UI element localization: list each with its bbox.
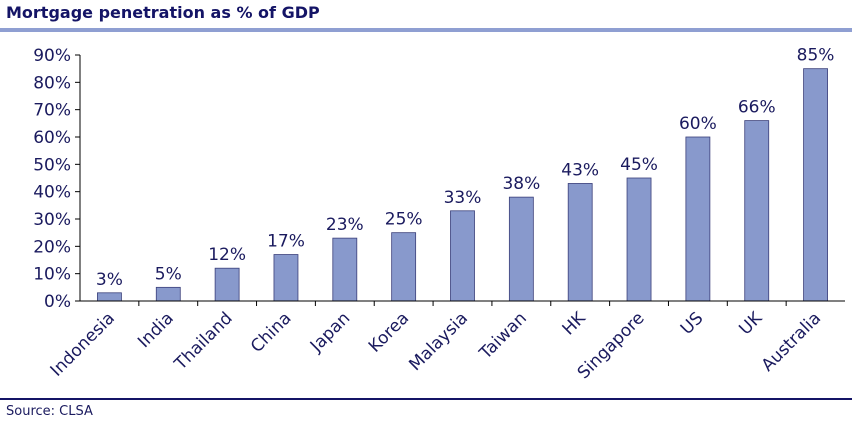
bar-japan — [332, 237, 358, 302]
bar-uk — [744, 120, 770, 302]
x-tick-label: US — [677, 308, 708, 339]
x-tick-label: Taiwan — [475, 308, 531, 364]
x-tick-label: Thailand — [170, 308, 236, 374]
y-axis: 0% 10% 20% 30% 40% 50% 60% 70% 80% 90% — [33, 46, 81, 312]
y-tick-label: 10% — [33, 265, 71, 285]
y-tick-label: 30% — [33, 210, 71, 230]
bar-taiwan — [508, 196, 534, 302]
x-tick-label: Indonesia — [47, 308, 119, 380]
data-label: 17% — [267, 232, 305, 252]
chart-title: Mortgage penetration as % of GDP — [6, 3, 320, 22]
y-tick-label: 50% — [33, 155, 71, 175]
bar-singapore — [626, 177, 652, 302]
y-tick-label: 90% — [33, 46, 71, 66]
data-label: 25% — [385, 210, 423, 230]
bar-hk — [567, 183, 593, 302]
data-label: 33% — [444, 188, 482, 208]
bar-korea — [391, 232, 417, 302]
x-tick-label: Korea — [365, 308, 413, 356]
y-tick-label: 80% — [33, 73, 71, 93]
y-tick-label: 40% — [33, 183, 71, 203]
data-label: 12% — [208, 245, 246, 265]
x-tick-label: China — [247, 308, 295, 356]
bar-indonesia — [97, 292, 122, 302]
y-tick-label: 0% — [44, 292, 71, 312]
bar-us — [685, 136, 711, 302]
data-label: 60% — [679, 114, 717, 134]
bar-malaysia — [450, 210, 475, 302]
bar-thailand — [214, 267, 240, 302]
x-tick-label: HK — [559, 308, 591, 340]
data-label: 43% — [561, 160, 599, 180]
title-rule — [0, 28, 852, 32]
x-tick-label: Japan — [306, 308, 354, 356]
x-tick-label: Malaysia — [405, 308, 472, 375]
data-label: 38% — [502, 174, 540, 194]
data-label: 85% — [797, 46, 835, 66]
y-tick-label: 60% — [33, 128, 71, 148]
data-label: 23% — [326, 215, 364, 235]
source-note: Source: CLSA — [6, 404, 93, 419]
bar-chart: 0% 10% 20% 30% 40% 50% 60% 70% 80% 90% 3% 5% 12% 17%… — [33, 46, 845, 383]
x-tick-label: Australia — [758, 308, 825, 375]
bar-china — [273, 254, 299, 302]
data-label: 45% — [620, 155, 658, 175]
x-tick-label: India — [134, 308, 178, 352]
bars: 3% 5% 12% 17% 23% 25% 33% 38% 43% 45% 60% 66% 85% — [96, 46, 835, 302]
bar-india — [155, 286, 181, 302]
y-tick-label: 70% — [33, 101, 71, 121]
y-tick-label: 20% — [33, 237, 71, 257]
data-label: 5% — [155, 264, 182, 284]
bottom-rule — [0, 398, 852, 400]
bar-australia — [803, 68, 828, 302]
data-label: 66% — [738, 98, 776, 118]
x-tick-label: UK — [735, 308, 766, 339]
data-label: 3% — [96, 270, 123, 290]
